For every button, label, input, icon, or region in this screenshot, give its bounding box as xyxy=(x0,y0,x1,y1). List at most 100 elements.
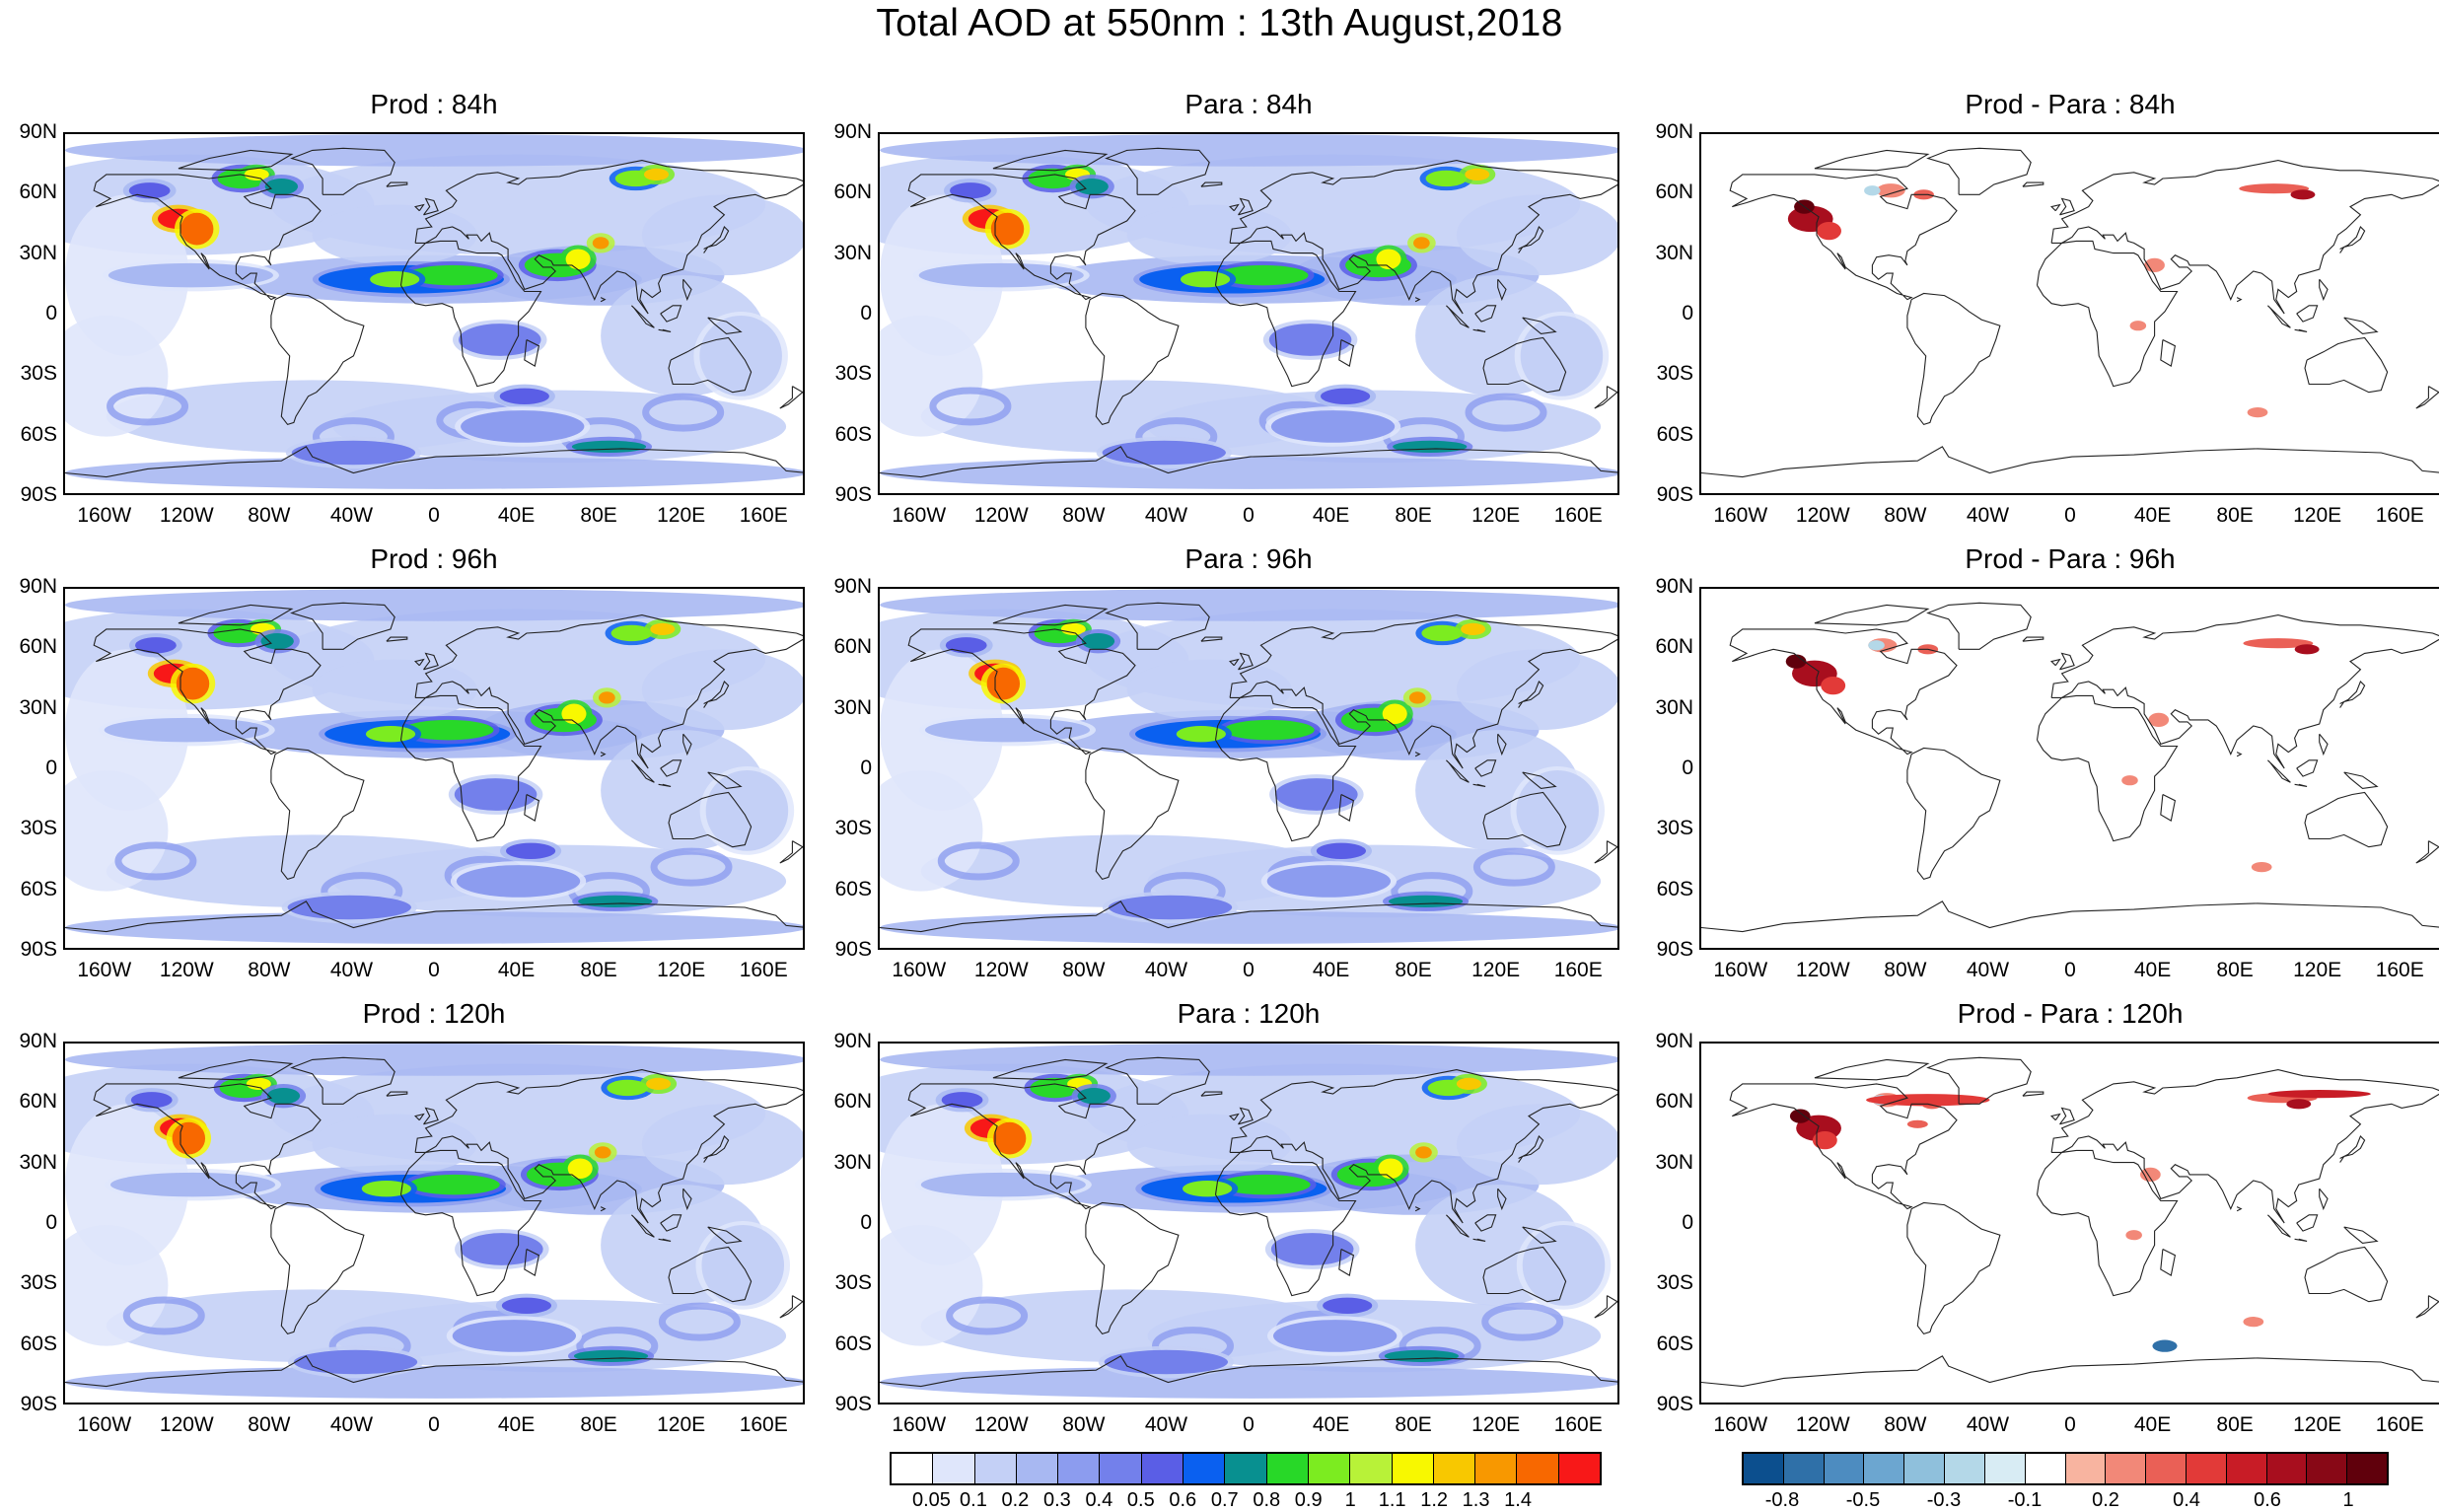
lon-tick-label: 120W xyxy=(1795,959,1850,981)
lat-tick-label: 30S xyxy=(1656,362,1693,386)
panel-title: Prod - Para : 120h xyxy=(1957,998,2184,1029)
lat-tick-label: 30N xyxy=(1655,241,1693,264)
lat-tick-label: 60N xyxy=(833,635,872,659)
colorbar-label: 0.2 xyxy=(1001,1489,1030,1511)
lat-tick-label: 30N xyxy=(19,695,57,719)
lat-tick-label: 30S xyxy=(834,362,872,386)
diff-colorbar xyxy=(1742,1452,2389,1485)
lon-tick-label: 80E xyxy=(1395,504,1432,527)
colorbar-swatch xyxy=(1475,1454,1518,1483)
colorbar-swatch xyxy=(2106,1454,2147,1483)
colorbar-swatch xyxy=(1058,1454,1101,1483)
colorbar-swatch xyxy=(1433,1454,1476,1483)
map-plot xyxy=(63,132,805,495)
lat-tick-label: 90S xyxy=(834,938,872,961)
lon-tick-label: 120E xyxy=(2293,504,2342,527)
lon-tick-label: 80W xyxy=(1062,1413,1106,1436)
lon-tick-label: 0 xyxy=(1243,959,1255,981)
lat-tick-label: 60S xyxy=(20,877,57,900)
colorbar-swatch xyxy=(2025,1454,2066,1483)
lat-tick-label: 30S xyxy=(834,1271,872,1295)
lat-tick-label: 90S xyxy=(1656,938,1693,961)
lon-tick-label: 160E xyxy=(2375,504,2424,527)
map-canvas xyxy=(65,1044,803,1403)
lat-tick-label: 0 xyxy=(1682,302,1693,324)
lat-tick-label: 0 xyxy=(45,1211,57,1234)
lon-tick-label: 120W xyxy=(973,959,1029,981)
lat-tick-label: 30S xyxy=(20,817,57,840)
lon-tick-label: 160E xyxy=(739,1413,788,1436)
lon-tick-label: 40E xyxy=(1312,504,1350,527)
lon-tick-label: 160W xyxy=(1713,1413,1768,1436)
lat-tick-label: 90N xyxy=(19,575,57,598)
lat-tick-label: 60N xyxy=(1655,1090,1693,1114)
lon-tick-label: 40E xyxy=(497,504,536,527)
lon-tick-label: 40W xyxy=(1966,504,2010,527)
lon-tick-label: 80E xyxy=(580,959,617,981)
map-canvas xyxy=(880,134,1617,493)
lon-tick-label: 80W xyxy=(248,504,291,527)
lon-tick-label: 120E xyxy=(657,504,706,527)
lon-tick-label: 0 xyxy=(428,504,440,527)
lon-tick-label: 120E xyxy=(1471,959,1521,981)
map-canvas xyxy=(1701,134,2439,493)
lat-tick-label: 90N xyxy=(833,120,872,143)
colorbar-swatch xyxy=(2266,1454,2308,1483)
lon-tick-label: 80W xyxy=(1062,504,1106,527)
lon-tick-label: 120W xyxy=(159,959,214,981)
map-canvas xyxy=(880,1044,1617,1403)
lon-tick-label: 120W xyxy=(159,1413,214,1436)
lon-tick-label: 160W xyxy=(77,959,132,981)
lon-tick-label: 120W xyxy=(1795,504,1850,527)
colorbar-label: 1.3 xyxy=(1462,1489,1490,1511)
panel-title: Prod - Para : 96h xyxy=(1965,543,2176,574)
lon-tick-label: 40E xyxy=(1312,959,1350,981)
lat-tick-label: 90N xyxy=(1655,575,1693,598)
lat-tick-label: 60N xyxy=(833,180,872,204)
colorbar-swatch xyxy=(1308,1454,1351,1483)
colorbar-swatch xyxy=(1945,1454,1985,1483)
colorbar-label: 0.4 xyxy=(2173,1489,2200,1511)
map-plot xyxy=(63,1042,805,1404)
colorbar-swatch xyxy=(1225,1454,1267,1483)
colorbar-swatch xyxy=(2186,1454,2227,1483)
lat-tick-label: 60N xyxy=(833,1090,872,1114)
map-plot xyxy=(1699,1042,2439,1404)
lat-tick-label: 90S xyxy=(834,483,872,506)
lat-tick-label: 30N xyxy=(1655,695,1693,719)
lat-tick-label: 90N xyxy=(19,120,57,143)
lat-tick-label: 30S xyxy=(1656,817,1693,840)
lon-tick-label: 120W xyxy=(973,1413,1029,1436)
colorbar-label: -0.5 xyxy=(1845,1489,1881,1511)
colorbar-label: 1.2 xyxy=(1420,1489,1449,1511)
lon-tick-label: 80E xyxy=(1395,959,1432,981)
colorbar-swatch xyxy=(1783,1454,1825,1483)
lon-tick-label: 0 xyxy=(428,959,440,981)
lon-tick-label: 80E xyxy=(580,1413,617,1436)
map-plot xyxy=(878,1042,1619,1404)
lon-tick-label: 40E xyxy=(497,1413,536,1436)
map-plot xyxy=(878,587,1619,950)
lon-tick-label: 80W xyxy=(1884,1413,1927,1436)
lat-tick-label: 0 xyxy=(860,756,872,779)
lat-tick-label: 60N xyxy=(19,635,57,659)
lon-tick-label: 40W xyxy=(1144,1413,1188,1436)
lat-tick-label: 60S xyxy=(834,422,872,446)
lon-tick-label: 0 xyxy=(2064,959,2076,981)
colorbar-swatch xyxy=(1824,1454,1865,1483)
lon-tick-label: 80W xyxy=(1884,504,1927,527)
lat-tick-label: 30S xyxy=(1656,1271,1693,1295)
lat-tick-label: 90S xyxy=(1656,483,1693,506)
map-canvas xyxy=(880,589,1617,948)
lon-tick-label: 160E xyxy=(739,504,788,527)
lat-tick-label: 90N xyxy=(1655,1030,1693,1052)
colorbar-swatch xyxy=(2226,1454,2267,1483)
colorbar-swatch xyxy=(1984,1454,2026,1483)
lat-tick-label: 60N xyxy=(1655,180,1693,204)
lat-tick-label: 90S xyxy=(20,938,57,961)
colorbar-swatch xyxy=(1904,1454,1946,1483)
panel-title: Prod - Para : 84h xyxy=(1965,89,2176,119)
colorbar-label: -0.1 xyxy=(2007,1489,2043,1511)
map-canvas xyxy=(65,589,803,948)
colorbar-swatch xyxy=(1517,1454,1559,1483)
